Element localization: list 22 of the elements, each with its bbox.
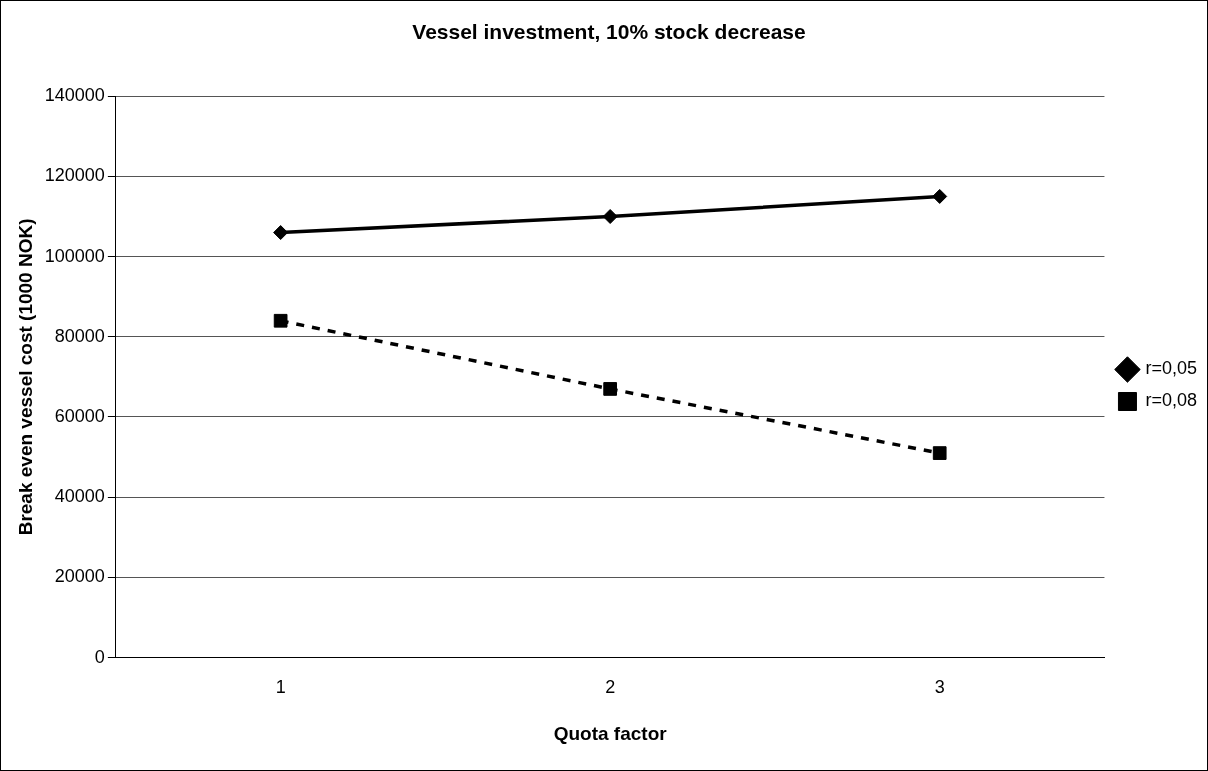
point — [932, 446, 947, 460]
y-tick-label: 80000 — [54, 325, 105, 346]
point — [273, 313, 288, 328]
legend-label: r=0,05 — [1145, 358, 1198, 379]
legend-label: r=0,08 — [1145, 390, 1198, 411]
y-tick-label: 0 — [94, 646, 105, 667]
x-axis-title: Quota factor — [553, 722, 668, 744]
y-axis-title: Break even vessel cost (1000 NOK) — [14, 218, 36, 536]
x-tick-label: 2 — [605, 677, 616, 698]
y-tick-label: 20000 — [54, 566, 105, 587]
x-tick-label: 1 — [275, 677, 286, 698]
point — [602, 209, 618, 224]
y-tick-label: 40000 — [54, 486, 105, 507]
point — [603, 382, 618, 396]
y-tick-label: 140000 — [44, 85, 105, 106]
point — [273, 225, 289, 241]
x-tick-label: 3 — [934, 677, 945, 698]
y-tick-label: 100000 — [44, 245, 105, 266]
chart-title: Vessel investment, 10% stock decrease — [412, 20, 806, 44]
y-tick-label: 60000 — [54, 405, 105, 426]
y-tick-label: 120000 — [44, 165, 105, 186]
point — [932, 188, 948, 204]
